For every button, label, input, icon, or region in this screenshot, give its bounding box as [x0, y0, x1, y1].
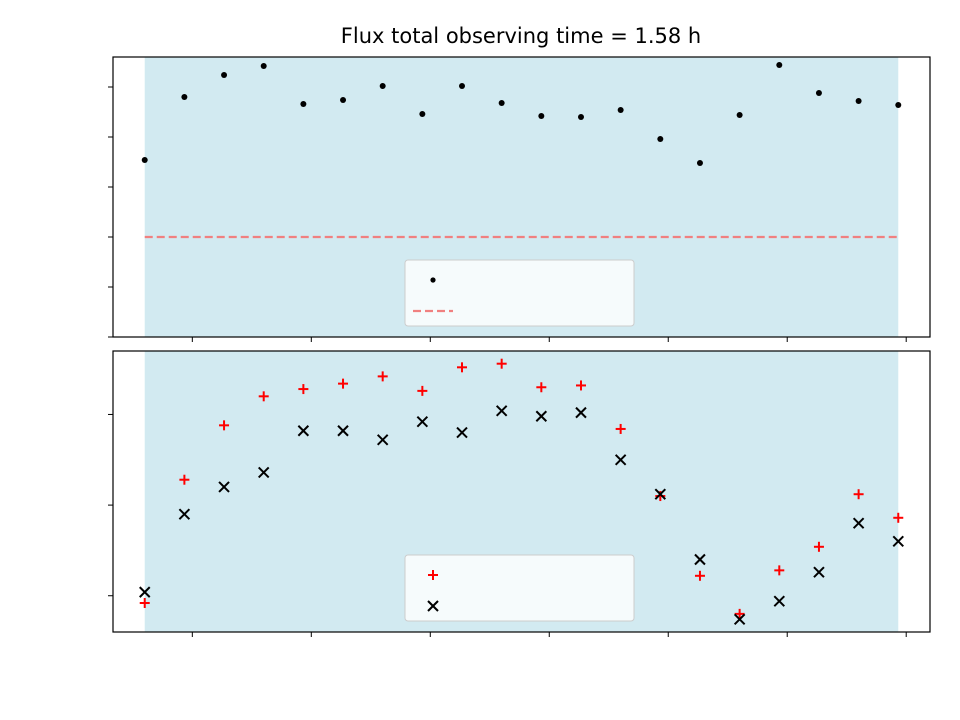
matched-star-point [655, 491, 666, 502]
matched-star-point [536, 382, 547, 393]
measurement-point [657, 136, 664, 142]
predicted-star-point [139, 586, 151, 598]
predicted-star-point [614, 454, 627, 466]
x-stroke-b [297, 425, 310, 437]
matched-star-point [853, 489, 864, 500]
legend-box [404, 554, 635, 622]
matched-star-point [179, 474, 190, 485]
matched-star-point [694, 570, 705, 581]
legend-box [404, 259, 635, 327]
x-stroke-b [694, 553, 706, 566]
x-stroke-b [535, 410, 548, 422]
matched-star-point [258, 391, 269, 402]
x-stroke-b [495, 405, 508, 417]
measurement-point [855, 98, 862, 104]
measurement-point [538, 113, 545, 119]
measurement-point [340, 97, 347, 103]
predicted-star-point [258, 466, 270, 479]
x-stroke-b [337, 425, 349, 437]
measurement-point [141, 157, 148, 163]
matched-star-point [575, 380, 586, 391]
measurement-point [498, 100, 505, 106]
predicted-star-point [416, 415, 429, 428]
x-stroke-b [733, 613, 746, 626]
predicted-star-point [892, 535, 904, 548]
predicted-star-point [495, 405, 508, 417]
x-stroke-b [178, 508, 191, 520]
measurement-point [577, 114, 584, 120]
top-panel [108, 56, 931, 342]
measurement-point [221, 72, 228, 78]
predicted-star-point [773, 595, 785, 607]
axes-frame [112, 350, 931, 633]
predicted-star-point [694, 553, 706, 566]
measurement-point [696, 160, 703, 166]
matched-star-point [338, 378, 349, 389]
predicted-star-point [813, 566, 825, 578]
predicted-star-point [297, 425, 310, 437]
x-stroke-b [218, 481, 230, 493]
measurement-point [776, 62, 783, 68]
predicted-star-point [376, 434, 389, 446]
x-stroke-b [654, 488, 667, 500]
measurement-point [260, 63, 267, 69]
legend-marker-predicted-b [427, 600, 439, 612]
x-stroke-b [139, 586, 151, 598]
x-stroke-b [892, 535, 904, 548]
x-stroke-b [258, 466, 270, 479]
measurement-point [300, 101, 307, 107]
matched-star-point [377, 371, 388, 382]
predicted-star-point [178, 508, 191, 520]
matched-star-point [893, 512, 904, 523]
matched-star-point [774, 565, 785, 576]
measurement-point [617, 107, 624, 113]
matched-star-point [734, 608, 745, 619]
predicted-star-point [337, 425, 349, 437]
measurement-point [459, 83, 466, 89]
x-stroke-b [456, 426, 468, 439]
matched-star-point [615, 423, 626, 434]
predicted-star-point [733, 613, 746, 626]
matched-star-point [496, 358, 507, 369]
x-stroke-b [852, 517, 865, 529]
x-stroke-b [813, 566, 825, 578]
predicted-star-point [218, 481, 230, 493]
chart-title: Flux total observing time = 1.58 h [341, 24, 701, 48]
measurement-point [895, 102, 902, 108]
predicted-star-point [456, 426, 468, 439]
predicted-star-point [654, 488, 667, 500]
measurement-point [419, 111, 426, 117]
x-stroke-b [376, 434, 389, 446]
matched-star-point [813, 541, 824, 552]
predicted-star-point [575, 406, 587, 419]
measurement-point [181, 94, 188, 100]
measurement-point [736, 112, 743, 118]
axes-frame [112, 56, 931, 338]
bottom-panel [108, 350, 931, 637]
measurement-point [815, 90, 822, 96]
predicted-star-point [535, 410, 548, 422]
measurement-point [379, 83, 386, 89]
matched-star-point [219, 420, 230, 431]
predicted-star-point [852, 517, 865, 529]
legend-marker-measurements [430, 277, 436, 283]
x-stroke-b [575, 406, 587, 419]
matched-star-point [457, 362, 468, 373]
x-stroke-b [416, 415, 429, 428]
x-stroke-b [773, 595, 785, 607]
matched-star-point [417, 385, 428, 396]
matched-star-point [139, 597, 150, 608]
x-stroke-b [614, 454, 627, 466]
matched-star-point [298, 384, 309, 395]
